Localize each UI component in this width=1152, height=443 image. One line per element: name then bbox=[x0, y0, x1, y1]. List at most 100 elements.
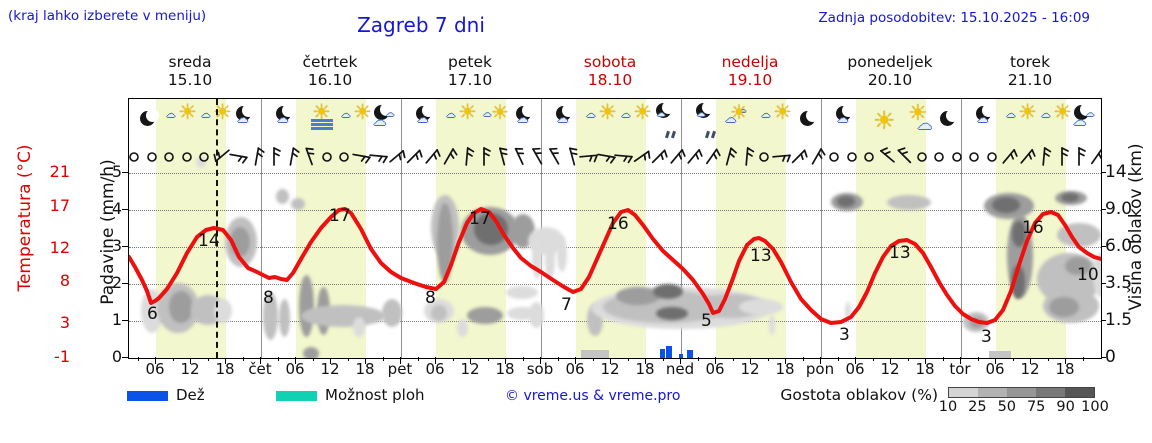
wind-barb-icon bbox=[457, 145, 477, 167]
calm-wind-icon bbox=[142, 145, 162, 167]
x-axis-day-label: pet bbox=[387, 360, 413, 378]
cloud-blob bbox=[506, 286, 538, 299]
wind-barb-icon bbox=[299, 145, 319, 167]
wind-barb-icon bbox=[474, 145, 494, 167]
cloud-icon: ☁ bbox=[386, 109, 394, 118]
calm-wind-icon bbox=[824, 145, 844, 167]
wind-barb-icon bbox=[807, 145, 827, 167]
cloud-base-bar bbox=[989, 351, 1011, 358]
copyright-link[interactable]: © vreme.us & vreme.pro bbox=[505, 388, 681, 404]
cloud-blob bbox=[467, 307, 503, 324]
weather-icon-moon-cloud: ☁ bbox=[230, 102, 266, 142]
x-axis-tick bbox=[627, 357, 629, 361]
precip-tick-label: 5 bbox=[111, 162, 122, 181]
x-axis-tick bbox=[487, 357, 489, 361]
weather-icon-moon bbox=[930, 102, 966, 142]
cloud-height-tick-label: 0 bbox=[1105, 347, 1116, 367]
calm-wind-icon bbox=[754, 145, 774, 167]
x-axis-tick bbox=[680, 357, 681, 364]
wind-barb-icon bbox=[719, 145, 739, 167]
temperature-value-label: 3 bbox=[981, 327, 992, 347]
cloud-icon: ☁ bbox=[837, 112, 848, 125]
current-time-line bbox=[216, 99, 218, 358]
cloud-tick-mark bbox=[1100, 283, 1106, 284]
wind-barb-icon bbox=[527, 145, 547, 167]
x-axis-tick bbox=[872, 357, 874, 361]
x-axis-tick bbox=[207, 357, 209, 361]
x-axis-tick bbox=[452, 357, 454, 361]
x-axis-hour-label: 18 bbox=[915, 360, 935, 378]
weather-icon-moon-cloud: ☁ bbox=[550, 102, 586, 142]
day-date: 17.10 bbox=[447, 71, 493, 89]
x-axis-hour-label: 06 bbox=[285, 360, 305, 378]
x-axis-hour-label: 12 bbox=[180, 360, 200, 378]
weather-icon-sun-bigcloud: ☀ ☁ bbox=[480, 102, 516, 142]
day-date: 16.10 bbox=[307, 71, 353, 89]
precip-tick-label: 4 bbox=[111, 199, 122, 218]
weather-icon-sun-smallcloud: ☀ ☁ bbox=[900, 102, 936, 142]
x-axis-tick bbox=[540, 357, 541, 364]
precip-tick-mark bbox=[122, 320, 128, 321]
wind-barb-icon bbox=[1034, 145, 1054, 167]
temperature-value-label: 8 bbox=[425, 288, 436, 308]
x-axis-tick bbox=[1012, 357, 1014, 361]
calm-wind-icon bbox=[317, 145, 337, 167]
cloud-icon: ☁ bbox=[341, 110, 350, 120]
daylight-band bbox=[856, 99, 926, 358]
sun-icon: ☀ bbox=[458, 100, 477, 124]
x-axis-tick bbox=[137, 357, 139, 361]
x-axis-day-label: ned bbox=[665, 360, 695, 378]
cloud-blob bbox=[653, 284, 683, 299]
calm-wind-icon bbox=[964, 145, 984, 167]
moon-icon bbox=[836, 104, 855, 121]
x-axis-tick bbox=[522, 357, 524, 361]
x-axis-tick bbox=[697, 357, 699, 361]
x-axis-tick bbox=[855, 357, 856, 364]
x-axis-tick bbox=[225, 357, 226, 364]
weather-icon-moon-clouds: ☁ ☁ bbox=[1070, 102, 1101, 142]
x-axis-hour-label: 12 bbox=[600, 360, 620, 378]
x-axis-tick bbox=[802, 357, 804, 361]
gradient-tick-label: 10 bbox=[938, 399, 958, 415]
weather-icon-fog-sun: ☀ bbox=[305, 102, 341, 142]
cloud-blob bbox=[739, 299, 783, 315]
precip-tick-mark bbox=[122, 283, 128, 284]
cloud-blob bbox=[1093, 253, 1101, 297]
x-axis-tick bbox=[837, 357, 839, 361]
sun-icon: ☀ bbox=[178, 100, 197, 124]
day-boundary-line bbox=[401, 99, 402, 358]
fog-line-icon bbox=[311, 127, 333, 130]
cloud-icon: ☁ bbox=[917, 115, 932, 133]
wind-barb-icon bbox=[579, 145, 599, 167]
precip-tick-label: 2 bbox=[111, 273, 122, 292]
meteogram-plot: 6 14 8 17 8 17 7 16 5 13 3 13 3 16 10 ☀ ☁ ☀ ☁ ☁ ☁ ☀ ☀ ☁ ☁ ☁ ☁ ☀ ☁ ☀ ☁ ☁… bbox=[128, 98, 1102, 359]
temperature-value-label: 17 bbox=[329, 206, 351, 226]
day-boundary-line bbox=[821, 99, 822, 358]
shower-legend-label: Možnost ploh bbox=[325, 386, 425, 404]
weather-icon-moon-cloud: ☁ bbox=[830, 102, 866, 142]
temperature-value-label: 7 bbox=[561, 295, 572, 315]
wind-barb-icon bbox=[509, 145, 529, 167]
calm-wind-icon bbox=[159, 145, 179, 167]
day-header: sreda 15.10 bbox=[125, 53, 255, 89]
x-axis-tick bbox=[470, 357, 471, 364]
temperature-value-label: 13 bbox=[750, 246, 772, 266]
x-axis-tick bbox=[750, 357, 751, 364]
moon-icon bbox=[516, 104, 535, 121]
precip-tick-label: 0 bbox=[111, 347, 122, 366]
cloud-height-tick-label: 9.0 bbox=[1105, 199, 1133, 219]
gradient-tick-label: 50 bbox=[997, 399, 1017, 415]
temperature-curve bbox=[129, 207, 1101, 325]
cloud-icon: ☁ bbox=[557, 112, 568, 125]
x-axis-tick bbox=[1082, 357, 1084, 361]
wind-barb-icon bbox=[387, 145, 407, 167]
wind-barb-icon bbox=[369, 145, 389, 167]
day-header: petek 17.10 bbox=[405, 53, 535, 89]
weather-icon-moon bbox=[790, 102, 826, 142]
gradient-tick-label: 25 bbox=[968, 399, 987, 415]
x-axis-hour-label: 12 bbox=[320, 360, 340, 378]
cloud-density-gradient bbox=[948, 387, 1095, 398]
cloud-blob bbox=[1061, 193, 1079, 202]
weather-icon-moon-cloud: ☁ bbox=[270, 102, 306, 142]
temperature-value-label: 16 bbox=[1022, 218, 1044, 238]
